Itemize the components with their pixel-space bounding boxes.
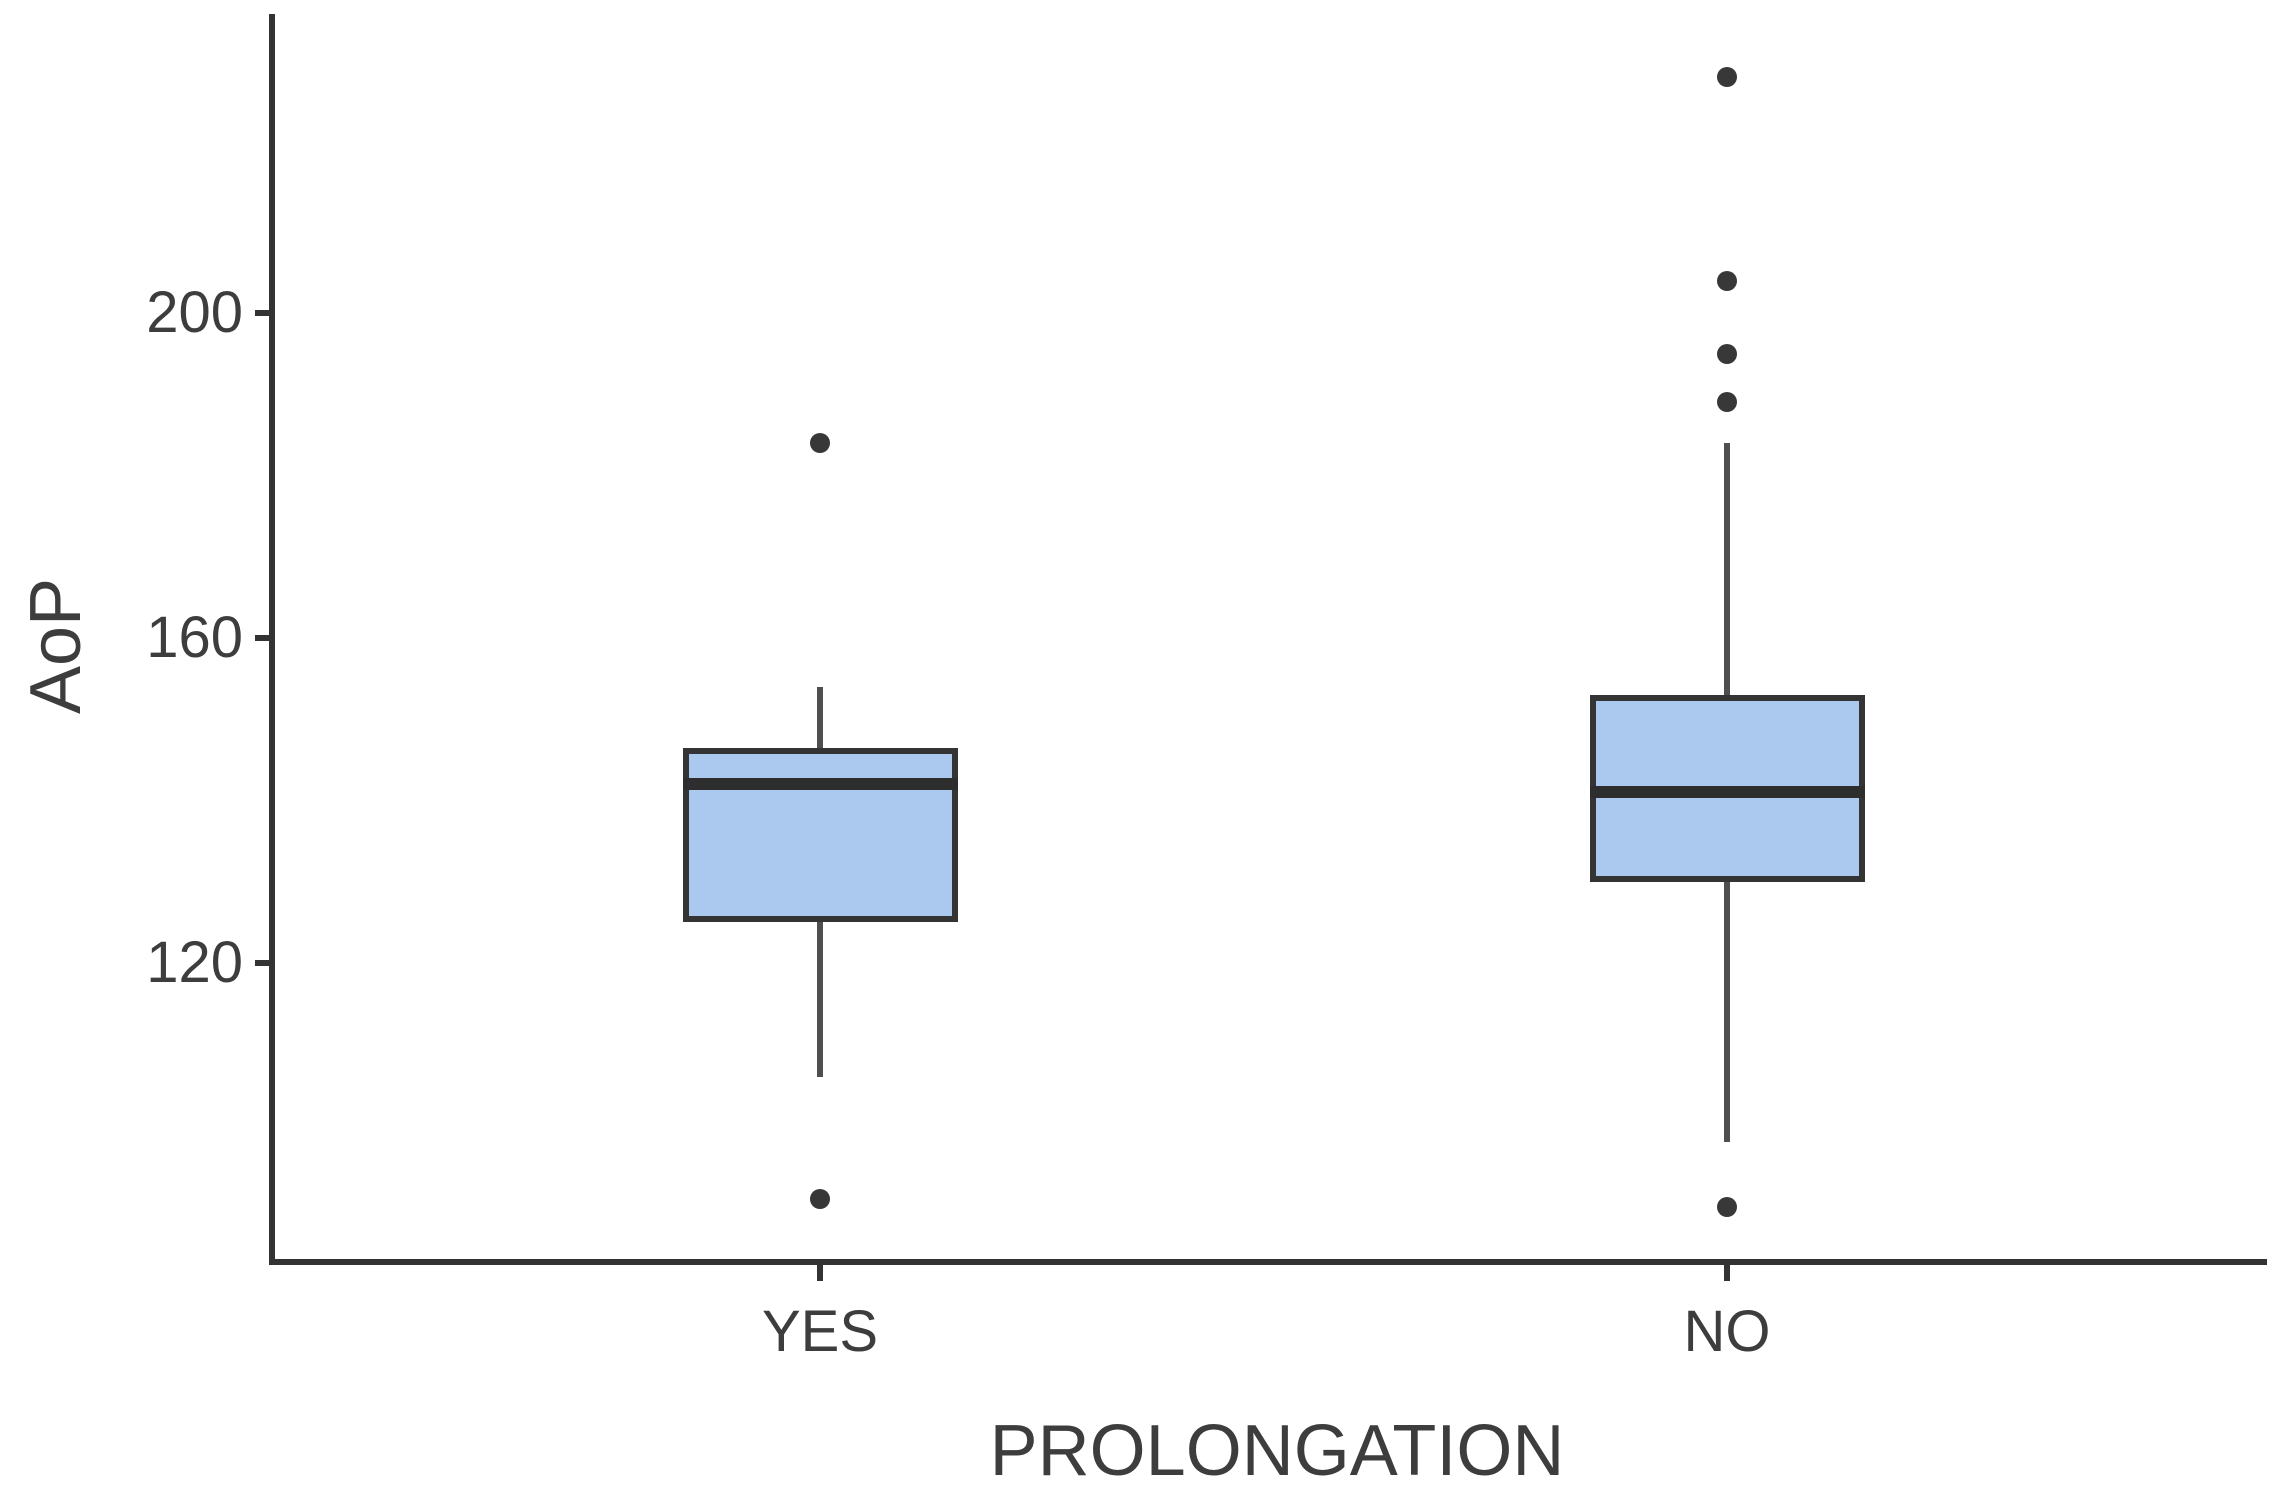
x-axis-title: PROLONGATION [989,1411,1565,1491]
y-tick [255,960,275,966]
y-tick [255,635,275,641]
outlier-point [1717,270,1737,291]
y-tick [255,310,275,316]
outlier-point [1717,67,1737,88]
upper-whisker [817,686,823,748]
category-label: YES [761,1299,879,1364]
outlier-point [1717,392,1737,413]
x-axis-line [269,1259,2267,1265]
outlier-point [810,1188,830,1209]
y-tick-label: 200 [146,280,243,345]
lower-whisker [817,922,823,1077]
upper-whisker [1724,443,1730,695]
box [682,747,958,923]
median-line [1589,786,1865,799]
x-tick [817,1265,823,1281]
median-line [682,778,958,791]
category-label: NO [1683,1299,1771,1364]
x-tick [1724,1265,1730,1281]
outlier-point [1717,343,1737,364]
outlier-point [1717,1196,1737,1217]
y-tick-label: 120 [146,930,243,995]
outlier-point [810,433,830,453]
lower-whisker [1724,881,1730,1142]
y-tick-label: 160 [146,605,243,670]
